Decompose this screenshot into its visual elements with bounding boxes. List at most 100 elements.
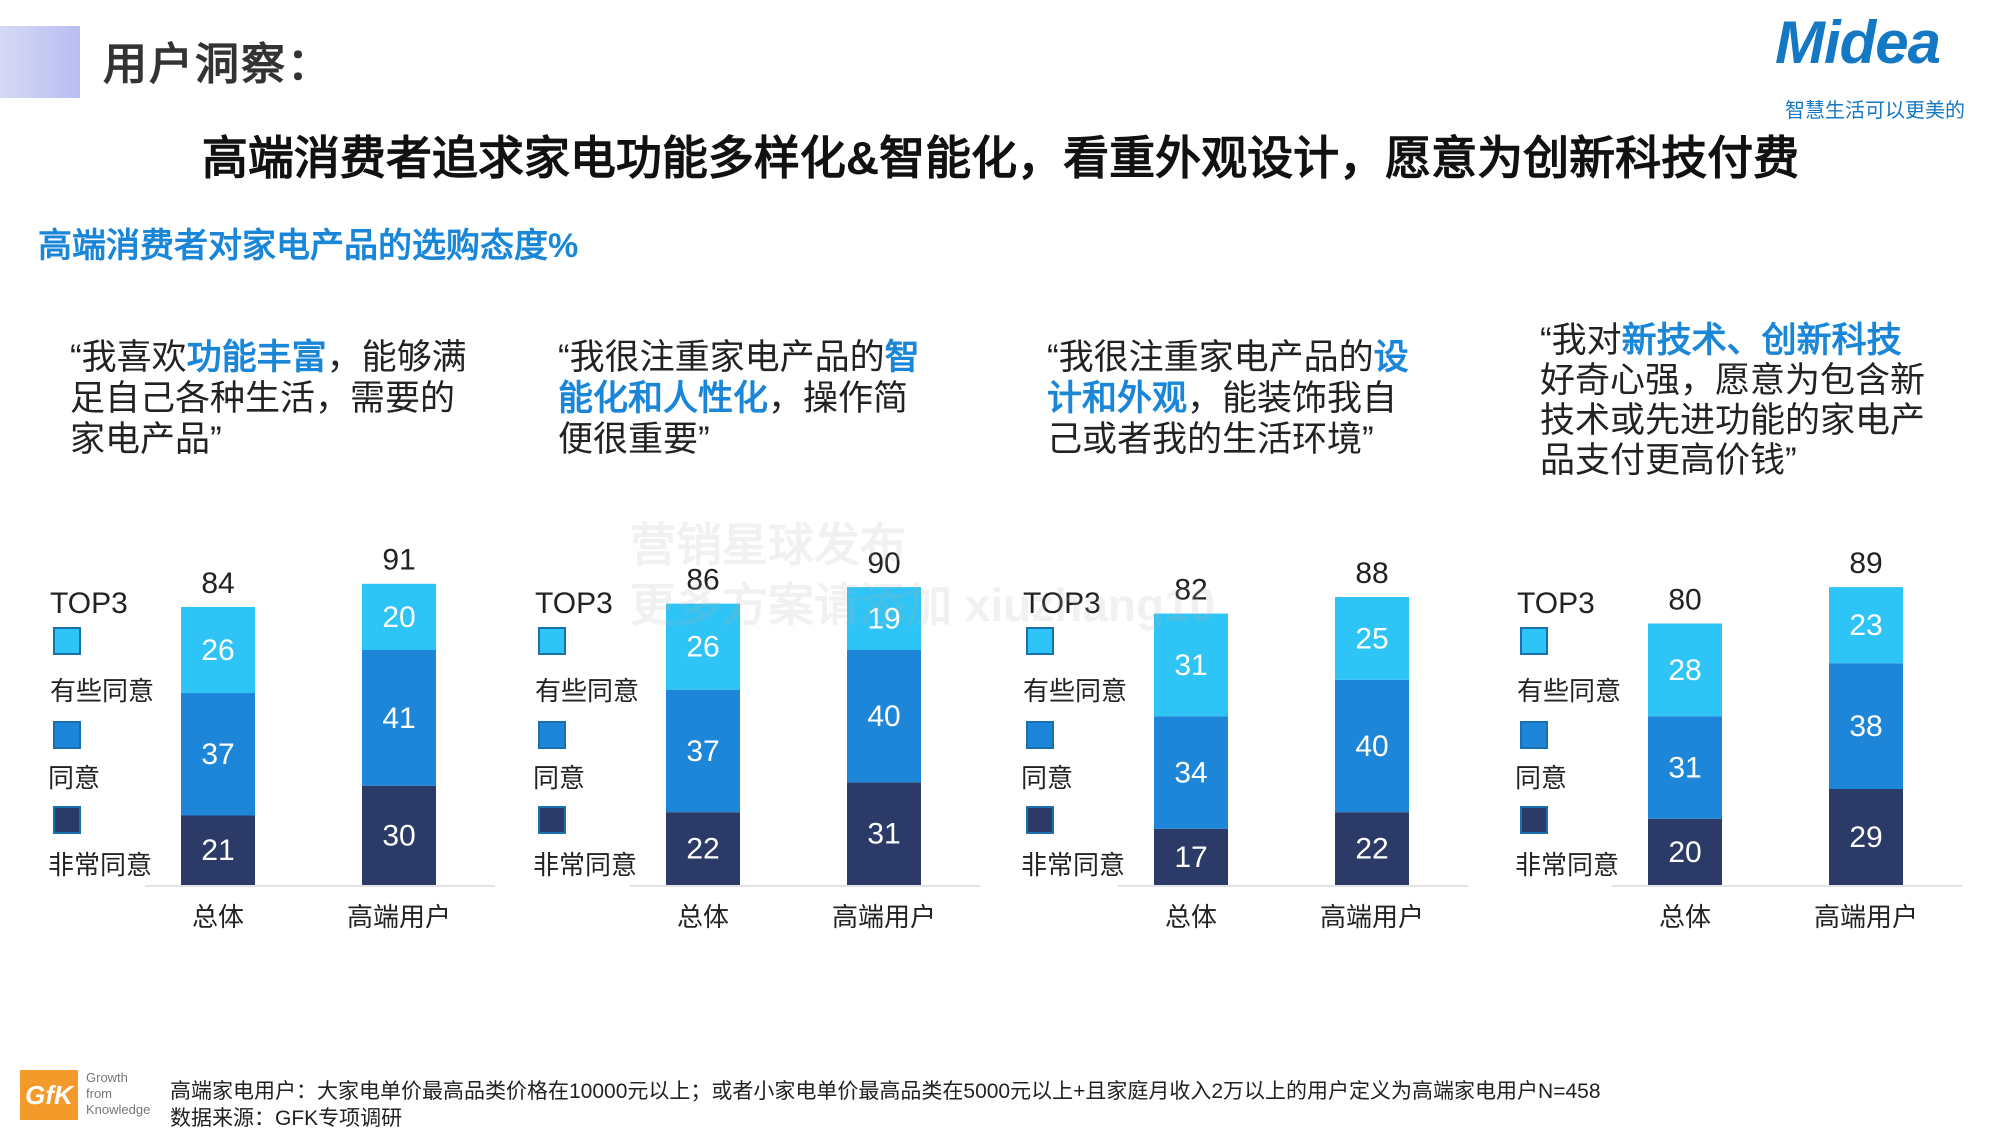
total-label: 89: [1849, 547, 1882, 580]
bar-segment-2: [666, 689, 740, 813]
bar-segment-1: [847, 782, 921, 885]
bar-segment-3: [666, 603, 740, 690]
data-label: 22: [1355, 833, 1388, 866]
legend-swatch-strongly-agree: [1520, 806, 1548, 834]
bar-segment-1: [666, 812, 740, 885]
quote-1-post: ，能够满足自己各种生活，需要的家电产品”: [70, 338, 467, 459]
section-title: 高端消费者对家电产品的选购态度%: [38, 227, 579, 265]
legend-some-agree-label: 有些同意: [535, 676, 639, 706]
quote-2-pre: “我很注重家电产品的: [558, 338, 885, 377]
quote-2: “我很注重家电产品的智能化和人性化，操作简便很重要”: [558, 337, 938, 460]
total-label: 80: [1668, 583, 1701, 616]
category-label: 总体: [1165, 902, 1217, 932]
logo-tagline: 智慧生活可以更美的: [1785, 100, 1965, 122]
data-label: 40: [867, 700, 900, 733]
quote-4-pre: “我对: [1540, 321, 1622, 360]
bar-segment-3: [1154, 613, 1228, 717]
legend-top3-label: TOP3: [1517, 587, 1595, 620]
legend-top3-label: TOP3: [535, 587, 613, 620]
data-label: 26: [201, 634, 234, 667]
total-label: 84: [201, 567, 234, 600]
quote-3: “我很注重家电产品的设计和外观，能装饰我自己或者我的生活环境”: [1047, 337, 1427, 460]
midea-logo: Midea 智慧生活可以更美的: [1775, 8, 1985, 122]
bar-segment-2: [1154, 716, 1228, 829]
data-label: 17: [1174, 841, 1207, 874]
legend-swatch-some-agree: [1520, 627, 1548, 655]
bar-segment-2: [1335, 679, 1409, 813]
data-label: 34: [1174, 756, 1207, 789]
total-label: 86: [686, 564, 719, 597]
header-accent-bar: [0, 26, 80, 98]
data-label: 20: [382, 601, 415, 634]
legend-strongly-agree-label: 非常同意: [1021, 850, 1125, 880]
category-label: 总体: [1659, 902, 1711, 932]
bar-segment-3: [362, 583, 436, 650]
data-label: 31: [867, 818, 900, 851]
legend-agree-label: 同意: [48, 763, 100, 793]
legend-agree-label: 同意: [533, 763, 585, 793]
data-label: 28: [1668, 654, 1701, 687]
legend-some-agree-label: 有些同意: [50, 676, 154, 706]
data-label: 25: [1355, 622, 1388, 655]
category-label: 高端用户: [832, 902, 936, 932]
data-label: 31: [1668, 751, 1701, 784]
logo-wordmark: Midea: [1775, 9, 1941, 76]
quote-3-pre: “我很注重家电产品的: [1047, 338, 1374, 377]
legend-agree-label: 同意: [1021, 763, 1073, 793]
quote-1-pre: “我喜欢: [70, 338, 187, 377]
legend-strongly-agree-label: 非常同意: [48, 850, 152, 880]
footer-notes: 高端家电用户：大家电单价最高品类价格在10000元以上；或者小家电单价最高品类在…: [170, 1078, 1601, 1132]
legend-top3-label: TOP3: [50, 587, 128, 620]
data-label: 30: [382, 819, 415, 852]
total-label: 82: [1174, 574, 1207, 607]
bar-segment-1: [1648, 818, 1722, 885]
total-label: 90: [867, 547, 900, 580]
category-label: 总体: [677, 902, 729, 932]
category-label: 总体: [192, 902, 244, 932]
page-headline: 高端消费者追求家电功能多样化&智能化，看重外观设计，愿意为创新科技付费: [201, 132, 1800, 184]
gfk-mark: GfK: [20, 1070, 78, 1120]
data-label: 41: [382, 702, 415, 735]
bar-segment-3: [181, 606, 255, 694]
bar-segment-3: [847, 587, 921, 650]
quote-2-post: ，操作简便很重要”: [558, 379, 909, 459]
data-label: 40: [1355, 730, 1388, 763]
legend-strongly-agree-label: 非常同意: [1515, 850, 1619, 880]
bar-segment-1: [181, 815, 255, 885]
bar-segment-3: [1829, 587, 1903, 664]
data-label: 19: [867, 602, 900, 635]
footer-definition: 高端家电用户：大家电单价最高品类价格在10000元以上；或者小家电单价最高品类在…: [170, 1080, 1601, 1103]
quote-1: “我喜欢功能丰富，能够满足自己各种生活，需要的家电产品”: [70, 337, 470, 460]
legend-some-agree-label: 有些同意: [1517, 676, 1621, 706]
legend-swatch-strongly-agree: [53, 806, 81, 834]
legend-swatch-agree: [53, 721, 81, 749]
quote-3-post: ，能装饰我自己或者我的生活环境”: [1047, 379, 1398, 459]
gfk-logo: GfK Growth from Knowledge: [20, 1070, 150, 1120]
data-label: 37: [201, 738, 234, 771]
data-label: 20: [1668, 836, 1701, 869]
bar-segment-3: [1648, 623, 1722, 717]
bar-segment-2: [1648, 716, 1722, 819]
bar-segment-1: [1335, 812, 1409, 885]
legend-swatch-agree: [1026, 721, 1054, 749]
bar-segment-2: [1829, 663, 1903, 790]
legend-swatch-some-agree: [1026, 627, 1054, 655]
category-label: 高端用户: [1814, 902, 1918, 932]
legend-strongly-agree-label: 非常同意: [533, 850, 637, 880]
quote-4-post: 好奇心强，愿意为包含新技术或先进功能的家电产品支付更高价钱”: [1540, 361, 1926, 480]
data-label: 21: [201, 834, 234, 867]
data-label: 38: [1849, 710, 1882, 743]
quote-4-highlight: 新技术、创新科技: [1621, 321, 1902, 360]
legend-swatch-agree: [1520, 721, 1548, 749]
bar-segment-2: [362, 649, 436, 786]
quote-1-highlight: 功能丰富: [186, 338, 327, 377]
category-label: 高端用户: [1320, 902, 1424, 932]
bar-segment-1: [1829, 789, 1903, 885]
bar-segment-1: [1154, 828, 1228, 885]
legend-top3-label: TOP3: [1023, 587, 1101, 620]
quote-2-highlight: 智能化和人性化: [558, 338, 920, 418]
legend-swatch-strongly-agree: [538, 806, 566, 834]
legend-swatch-some-agree: [538, 627, 566, 655]
gfk-slogan: Growth from Knowledge: [86, 1070, 151, 1117]
